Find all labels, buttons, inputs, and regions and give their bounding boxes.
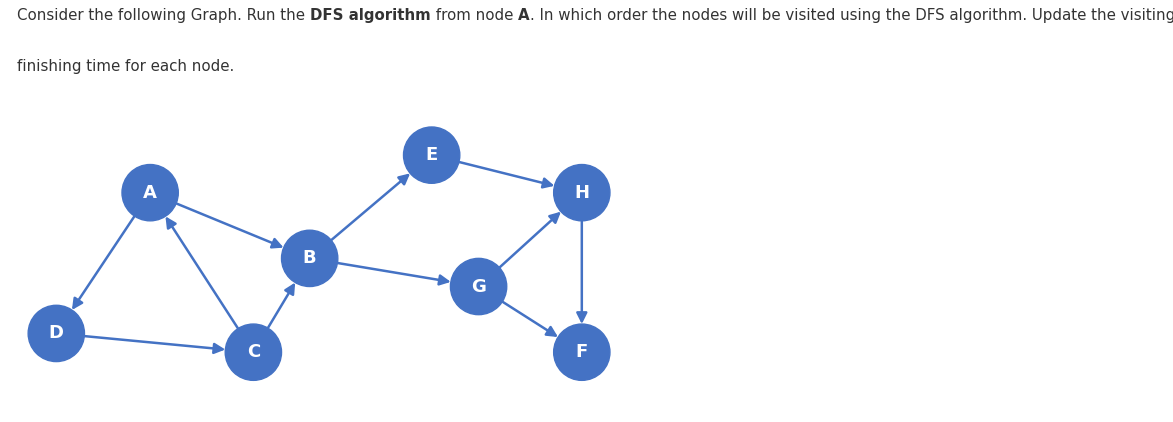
Text: B: B	[303, 249, 317, 268]
Text: finishing time for each node.: finishing time for each node.	[18, 59, 235, 74]
Circle shape	[28, 305, 84, 362]
Text: DFS algorithm: DFS algorithm	[310, 8, 430, 24]
Circle shape	[282, 230, 338, 287]
Text: Consider the following Graph. Run the: Consider the following Graph. Run the	[18, 8, 310, 24]
Text: . In which order the nodes will be visited using the DFS algorithm. Update the v: . In which order the nodes will be visit…	[530, 8, 1173, 24]
Text: C: C	[246, 343, 260, 361]
Text: A: A	[143, 184, 157, 202]
Text: H: H	[575, 184, 589, 202]
Text: F: F	[576, 343, 588, 361]
Text: A: A	[518, 8, 530, 24]
Text: D: D	[49, 325, 63, 342]
Text: G: G	[472, 278, 486, 295]
Circle shape	[450, 258, 507, 315]
Circle shape	[554, 324, 610, 380]
Text: E: E	[426, 146, 438, 164]
Circle shape	[122, 165, 178, 221]
Text: from node: from node	[430, 8, 518, 24]
Circle shape	[554, 165, 610, 221]
Circle shape	[225, 324, 282, 380]
Circle shape	[404, 127, 460, 183]
